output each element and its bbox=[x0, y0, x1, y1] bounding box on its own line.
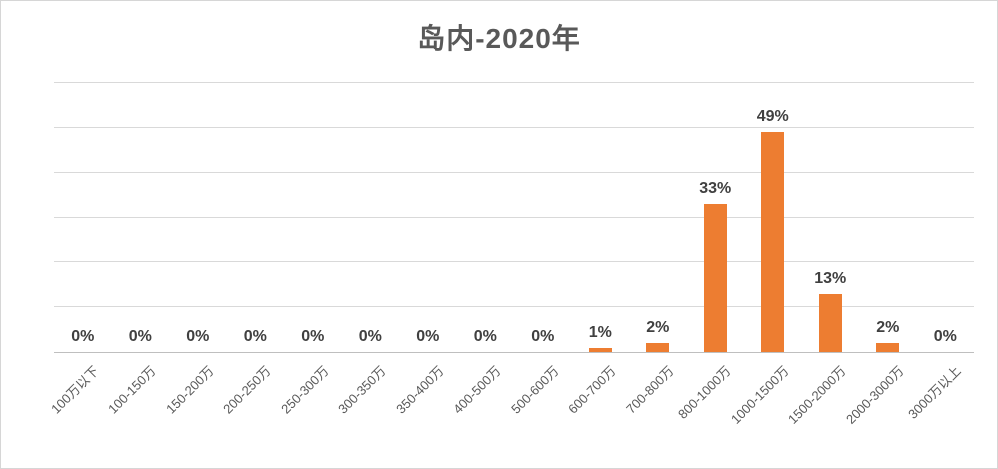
value-label: 0% bbox=[128, 328, 152, 345]
bar bbox=[761, 132, 785, 352]
x-axis-line bbox=[54, 352, 974, 353]
value-label: 49% bbox=[756, 108, 789, 126]
value-label: 0% bbox=[933, 328, 957, 345]
value-label: 1% bbox=[588, 323, 612, 341]
value-label: 0% bbox=[358, 328, 382, 345]
gridline bbox=[54, 126, 974, 128]
plot-area: 0% 0% 0% 0% 0% 0% 0% 0% 0% 1% 2% 33% 49% 13% 2% 0% bbox=[54, 82, 974, 353]
gridline bbox=[54, 216, 974, 218]
value-label: 2% bbox=[876, 319, 900, 337]
value-label: 33% bbox=[699, 180, 732, 198]
chart-title: 岛内-2020年 bbox=[417, 23, 581, 54]
value-label: 0% bbox=[186, 328, 210, 345]
value-label: 0% bbox=[531, 328, 555, 345]
gridline bbox=[54, 261, 974, 263]
gridline bbox=[54, 171, 974, 173]
bar bbox=[703, 204, 727, 352]
value-label: 0% bbox=[71, 328, 95, 345]
value-label: 0% bbox=[416, 328, 440, 345]
value-label: 0% bbox=[473, 328, 497, 345]
category-label: 100万以下 bbox=[47, 363, 102, 417]
value-label: 13% bbox=[814, 269, 847, 287]
bar bbox=[818, 293, 842, 352]
gridline bbox=[54, 306, 974, 308]
gridline bbox=[54, 82, 974, 83]
value-label: 2% bbox=[646, 319, 670, 337]
value-label: 0% bbox=[243, 328, 267, 345]
value-label: 0% bbox=[301, 328, 325, 345]
bar bbox=[588, 347, 612, 352]
bar bbox=[876, 343, 900, 352]
bar bbox=[646, 343, 670, 352]
